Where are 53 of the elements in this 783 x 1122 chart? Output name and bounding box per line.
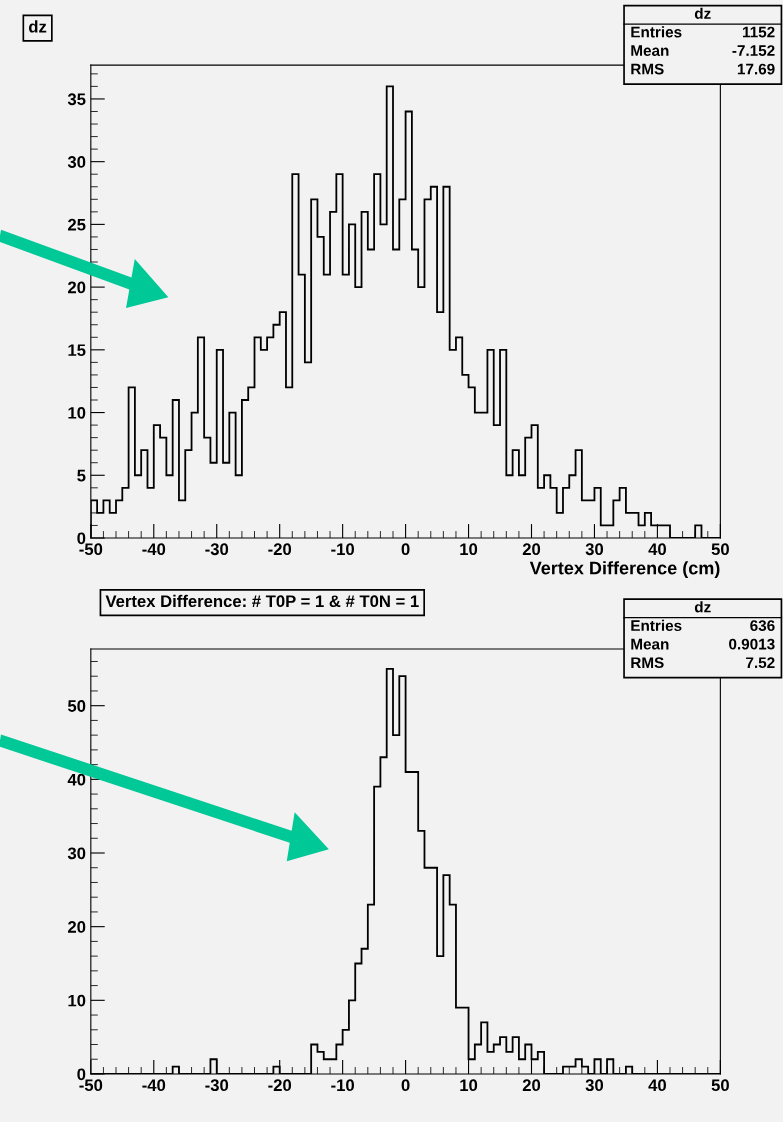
x-tick-label: 50 [711,543,729,556]
annotation: Mean [631,638,669,650]
x-tick-label: 0 [401,1079,410,1092]
y-tick-label: 30 [67,156,86,168]
x-tick-label: -40 [142,543,166,556]
y-tick-label: 5 [77,469,86,482]
annotation: RMS [631,63,664,75]
text: -7.152 [732,45,775,56]
x-tick-label: -40 [142,1079,166,1092]
text: Mean [631,45,669,56]
text: 7.52 [746,657,775,669]
text: Entries [631,26,682,38]
x-tick-label: -10 [331,543,354,556]
x-tick-label: 40 [648,1079,666,1092]
y-tick-label: 30 [67,847,86,860]
x-tick-label: 20 [522,1079,541,1092]
text: 1152 [742,26,775,38]
text: 636 [750,620,775,632]
chart-title: dz [29,20,47,33]
x-tick-label: -50 [79,543,103,556]
y-tick-label: 20 [68,281,86,294]
y-tick-label: 0 [77,532,86,545]
x-tick-label: 0 [401,543,410,556]
text: dz [694,601,711,613]
x-tick-label: -20 [268,543,292,556]
y-tick-label: 15 [68,344,86,357]
y-tick-label: 40 [67,773,86,786]
y-tick-label: 10 [68,994,86,1007]
x-tick-label: 10 [460,543,478,556]
x-axis-title: Vertex Difference (cm) [529,561,720,579]
y-tick-label: 35 [67,93,86,106]
x-tick-label: -10 [331,1079,354,1092]
y-tick-label: 0 [77,1068,86,1081]
x-tick-label: 20 [522,543,541,556]
x-tick-label: 10 [460,1079,478,1092]
x-tick-label: 40 [648,543,666,556]
text: 17.69 [737,63,775,75]
x-tick-label: 50 [711,1079,729,1092]
annotation: RMS [631,657,664,669]
text: 0.9013 [729,638,775,650]
x-tick-label: -20 [268,1079,292,1092]
y-tick-label: 50 [67,700,86,712]
chart-title: Vertex Difference: # T0P = 1 & # T0N = 1 [105,594,419,608]
x-tick-label: 30 [585,1079,604,1092]
y-tick-label: 20 [68,921,86,933]
x-tick-label: 30 [585,543,604,556]
x-tick-label: -30 [205,1079,229,1092]
x-tick-label: -50 [79,1079,103,1092]
text: dz [694,7,711,19]
y-tick-label: 25 [68,218,86,231]
y-tick-label: 10 [68,406,86,419]
text: Entries [631,619,682,632]
x-tick-label: -30 [205,543,229,556]
